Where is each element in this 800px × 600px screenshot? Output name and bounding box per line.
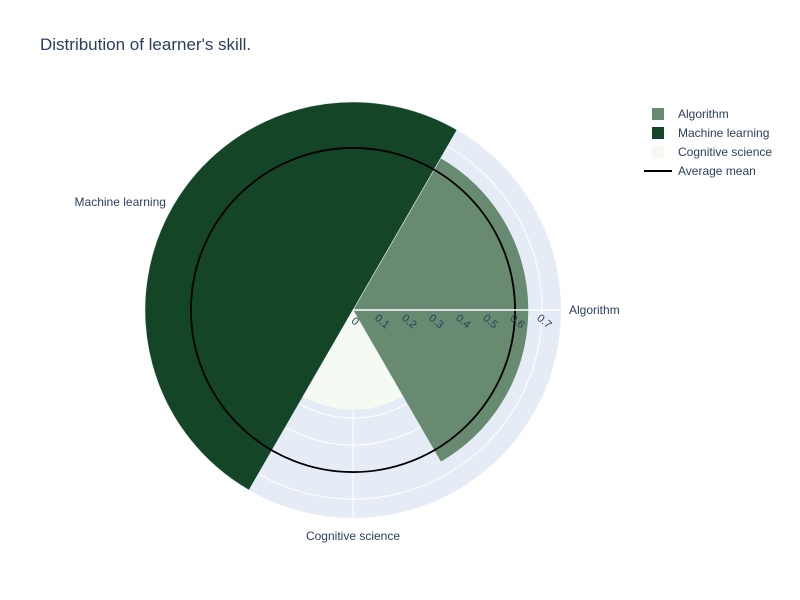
angular-tick-label-cognitive-science: Cognitive science xyxy=(306,529,400,543)
legend-swatch xyxy=(652,108,664,120)
legend-item-average-mean[interactable]: Average mean xyxy=(644,164,756,178)
legend-item-cognitive-science[interactable]: Cognitive science xyxy=(652,145,772,159)
legend-label: Algorithm xyxy=(678,107,729,121)
chart-title: Distribution of learner's skill. xyxy=(40,35,251,54)
legend-item-algorithm[interactable]: Algorithm xyxy=(652,107,729,121)
legend-label: Cognitive science xyxy=(678,145,772,159)
legend-item-machine-learning[interactable]: Machine learning xyxy=(652,126,769,140)
legend-swatch xyxy=(652,146,664,158)
legend-label: Average mean xyxy=(678,164,756,178)
legend-label: Machine learning xyxy=(678,126,769,140)
angular-tick-label-machine-learning: Machine learning xyxy=(75,195,166,209)
legend[interactable]: Algorithm Machine learning Cognitive scien… xyxy=(644,107,772,178)
legend-swatch xyxy=(652,127,664,139)
bar-cognitive-science[interactable] xyxy=(302,309,404,411)
angular-tick-label-algorithm: Algorithm xyxy=(569,303,620,317)
bar-machine-learning[interactable] xyxy=(145,101,458,491)
